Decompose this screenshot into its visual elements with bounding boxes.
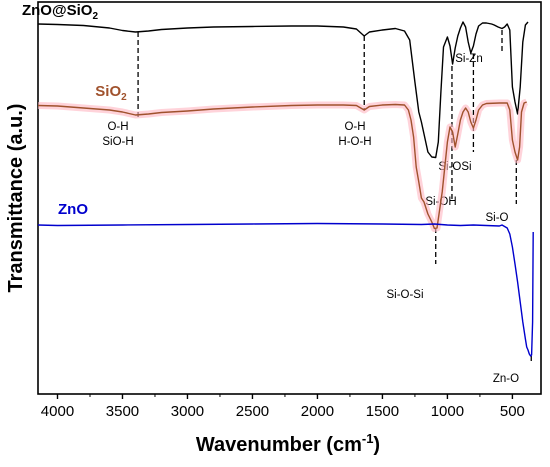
series-label-2: ZnO — [58, 201, 88, 218]
series-label-0: ZnO@SiO2 — [22, 2, 98, 22]
x-tick-label-500: 500 — [500, 403, 525, 420]
x-tick-label-4000: 4000 — [41, 403, 74, 420]
annotation-label-6-0: Si-O-Si — [386, 289, 423, 301]
annotation-label-2-0: Si-Zn — [455, 53, 482, 65]
series-label-1: SiO2 — [95, 83, 127, 103]
annotation-label-1-0: O-H — [344, 121, 365, 133]
x-axis-title-close: ) — [373, 434, 380, 456]
series-line-0 — [37, 21, 529, 159]
annotation-label-0-0: O-H — [107, 121, 128, 133]
x-axis-title-sup: -1 — [362, 431, 374, 446]
x-tick-label-1500: 1500 — [366, 403, 399, 420]
x-tick-label-2000: 2000 — [301, 403, 334, 420]
series-line-2 — [37, 222, 534, 357]
x-tick-label-1000: 1000 — [431, 403, 464, 420]
x-tick-label-3500: 3500 — [106, 403, 139, 420]
annotation-label-1-1: H-O-H — [338, 136, 371, 148]
x-axis-title-main: Wavenumber (cm — [196, 434, 362, 456]
series-group — [37, 21, 534, 357]
x-ticks: 4000 3500 3000 2500 2000 1500 1000 500 — [41, 394, 525, 420]
x-tick-label-3000: 3000 — [171, 403, 204, 420]
series-labels: ZnO@SiO2 SiO2 ZnO — [22, 2, 127, 218]
plot-border — [37, 1, 542, 395]
series-line-1 — [37, 101, 527, 230]
annotation-label-7-0: Zn-O — [493, 373, 519, 385]
annotation-label-0-1: SiO-H — [102, 136, 133, 148]
annotation-label-5-0: Si-O — [486, 212, 509, 224]
x-axis-title: Wavenumber (cm-1) — [196, 431, 380, 456]
x-tick-label-2500: 2500 — [236, 403, 269, 420]
plot-frame — [37, 1, 542, 395]
annotations: O-HSiO-HO-HH-O-HSi-ZnSi-OSiSi-OHSi-OSi-O… — [102, 30, 532, 385]
y-axis-title: Transmittance (a.u.) — [5, 104, 27, 293]
